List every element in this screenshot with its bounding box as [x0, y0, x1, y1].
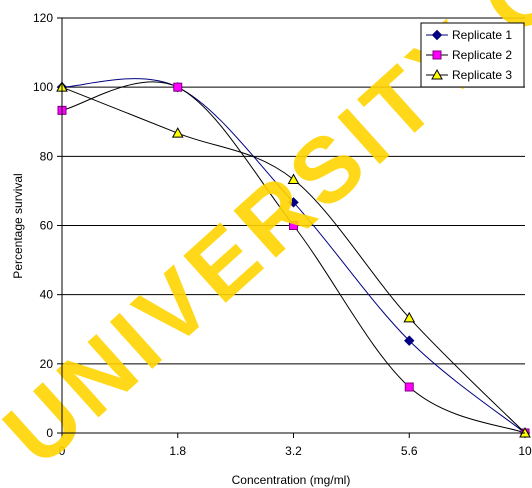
x-tick-labels: 0 1.8 3.2 5.6 10	[59, 444, 532, 458]
legend-marker	[431, 29, 443, 41]
legend-marker	[432, 50, 442, 60]
x-tick-label: 0	[59, 444, 66, 458]
data-point-replicate-3	[171, 127, 184, 138]
data-point-replicate-1	[404, 335, 415, 346]
x-tick-label: 1.8	[169, 444, 186, 458]
y-tick-label: 0	[46, 426, 53, 440]
data-point-replicate-2	[173, 82, 183, 92]
y-tick-label: 20	[40, 357, 54, 371]
y-tick-label: 60	[40, 219, 54, 233]
legend-label: Replicate 3	[452, 68, 512, 82]
x-tick-label: 3.2	[285, 444, 302, 458]
series-lines	[56, 78, 531, 439]
x-tick-label: 5.6	[401, 444, 418, 458]
y-tick-label: 40	[40, 288, 54, 302]
x-axis-title: Concentration (mg/ml)	[232, 473, 351, 487]
data-point-replicate-2	[289, 221, 298, 230]
data-point-replicate-1	[288, 197, 299, 208]
data-point-replicate-3	[403, 311, 416, 323]
y-tick-labels: 0 20 40 60 80 100 120	[33, 11, 53, 440]
y-tick-label: 120	[33, 11, 53, 25]
data-point-replicate-2	[404, 382, 414, 392]
axes	[61, 18, 525, 434]
legend: Replicate 1 Replicate 2 Replicate 3	[420, 22, 525, 88]
y-axis-title: Percentage survival	[11, 173, 25, 278]
y-tick-label: 80	[40, 149, 54, 163]
legend-marker	[431, 68, 443, 80]
data-point-replicate-3	[287, 173, 300, 185]
legend-label: Replicate 1	[452, 28, 512, 42]
legend-label: Replicate 2	[452, 48, 512, 62]
x-tick-label: 10	[518, 444, 532, 458]
y-tick-label: 100	[33, 80, 53, 94]
